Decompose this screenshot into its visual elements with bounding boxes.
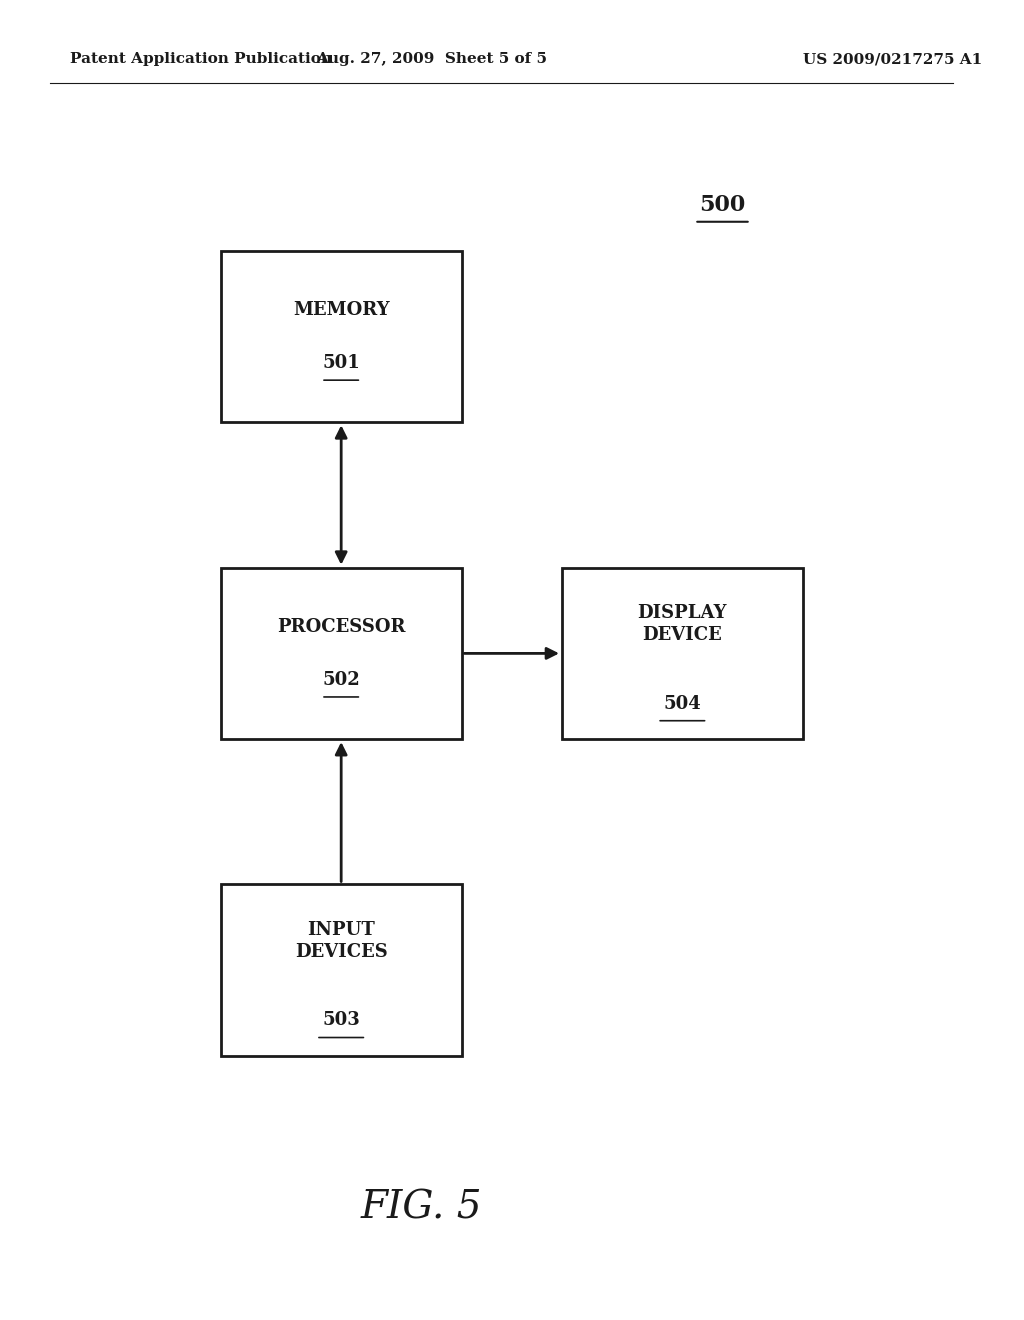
Text: 502: 502 bbox=[323, 671, 360, 689]
FancyBboxPatch shape bbox=[221, 884, 462, 1056]
Text: 500: 500 bbox=[699, 194, 745, 215]
Text: MEMORY: MEMORY bbox=[293, 301, 389, 319]
Text: DISPLAY
DEVICE: DISPLAY DEVICE bbox=[638, 605, 727, 644]
Text: FIG. 5: FIG. 5 bbox=[360, 1189, 482, 1226]
Text: Patent Application Publication: Patent Application Publication bbox=[71, 53, 332, 66]
Text: 501: 501 bbox=[323, 354, 360, 372]
FancyBboxPatch shape bbox=[221, 568, 462, 739]
Text: 504: 504 bbox=[664, 694, 701, 713]
FancyBboxPatch shape bbox=[221, 251, 462, 422]
Text: INPUT
DEVICES: INPUT DEVICES bbox=[295, 921, 387, 961]
Text: PROCESSOR: PROCESSOR bbox=[276, 618, 406, 636]
FancyBboxPatch shape bbox=[562, 568, 803, 739]
Text: US 2009/0217275 A1: US 2009/0217275 A1 bbox=[803, 53, 982, 66]
Text: Aug. 27, 2009  Sheet 5 of 5: Aug. 27, 2009 Sheet 5 of 5 bbox=[316, 53, 547, 66]
Text: 503: 503 bbox=[323, 1011, 360, 1030]
